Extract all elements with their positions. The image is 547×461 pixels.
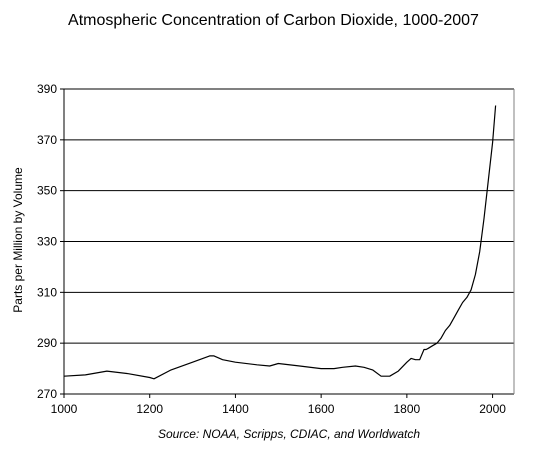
y-tick-label: 330 [37,235,57,249]
y-tick-label: 370 [37,133,57,147]
x-tick-label: 1200 [136,402,163,416]
y-axis-label: Parts per Million by Volume [11,167,25,313]
y-tick-label: 290 [37,336,57,350]
tick-labels: 270 290 310 330 350 370 390 1000 1200 1400 1600 180… [37,82,506,416]
x-tick-label: 1600 [308,402,335,416]
series-line [63,105,497,380]
y-tick-label: 390 [37,82,57,96]
x-tick-label: 1400 [222,402,249,416]
x-tick-label: 2000 [479,402,506,416]
data-layer [63,105,497,380]
y-tick-label: 350 [37,184,57,198]
axes [60,88,515,398]
y-tick-label: 310 [37,285,57,299]
source-caption: Source: NOAA, Scripps, CDIAC, and Worldw… [157,427,421,441]
x-tick-label: 1000 [51,402,78,416]
chart-title: Atmospheric Concentration of Carbon Diox… [68,12,479,29]
grid-lines [64,88,514,344]
x-tick-label: 1800 [394,402,421,416]
y-tick-label: 270 [37,387,57,401]
